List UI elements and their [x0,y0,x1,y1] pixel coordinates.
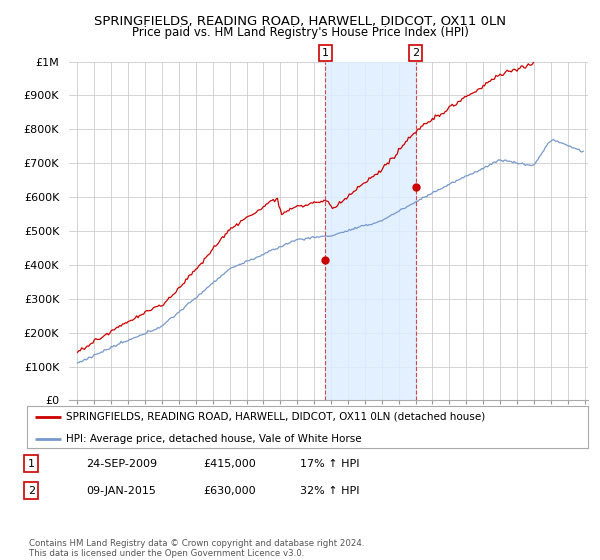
Text: 32% ↑ HPI: 32% ↑ HPI [300,486,359,496]
Text: SPRINGFIELDS, READING ROAD, HARWELL, DIDCOT, OX11 0LN (detached house): SPRINGFIELDS, READING ROAD, HARWELL, DID… [66,412,485,422]
Text: 1: 1 [322,48,329,58]
Text: 24-SEP-2009: 24-SEP-2009 [86,459,157,469]
Bar [325,62,416,400]
Text: Price paid vs. HM Land Registry's House Price Index (HPI): Price paid vs. HM Land Registry's House … [131,26,469,39]
Text: 2: 2 [412,48,419,58]
Text: 17% ↑ HPI: 17% ↑ HPI [300,459,359,469]
Text: 1: 1 [28,459,35,469]
Text: £630,000: £630,000 [203,486,256,496]
Text: 09-JAN-2015: 09-JAN-2015 [86,486,155,496]
Text: Contains HM Land Registry data © Crown copyright and database right 2024.
This d: Contains HM Land Registry data © Crown c… [29,539,364,558]
Text: £415,000: £415,000 [203,459,256,469]
Text: HPI: Average price, detached house, Vale of White Horse: HPI: Average price, detached house, Vale… [66,434,362,444]
Text: SPRINGFIELDS, READING ROAD, HARWELL, DIDCOT, OX11 0LN: SPRINGFIELDS, READING ROAD, HARWELL, DID… [94,15,506,28]
Text: 2: 2 [28,486,35,496]
